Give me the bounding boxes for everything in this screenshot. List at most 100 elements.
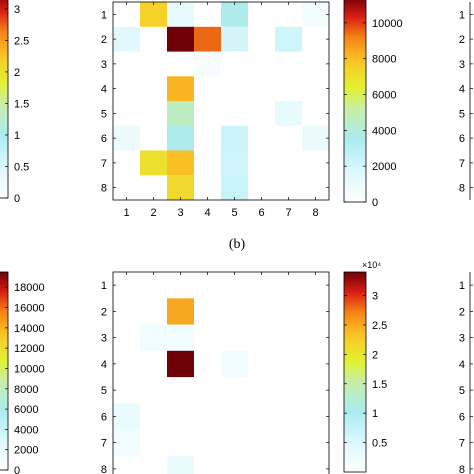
y-tick-label: 5	[101, 108, 107, 120]
colorbar-tick-label: 3	[14, 4, 20, 16]
y-tick-label: 8	[459, 464, 465, 474]
heatmap-cell	[113, 403, 140, 430]
y-tick-label: 6	[101, 411, 107, 423]
heatmap-cell	[167, 76, 194, 102]
colorbar-tick-label: 1.5	[372, 379, 387, 391]
heatmap-cell	[140, 324, 167, 351]
x-tick-label: 6	[258, 207, 264, 219]
y-tick-label: 2	[459, 306, 465, 318]
heatmap-bottom: 1 2 3 4 5 6 7 8 0.5 1 1.5 2 2.5 3 ×10⁴	[101, 260, 387, 474]
y-tick-label: 6	[459, 411, 465, 423]
y-tick-label: 8	[101, 464, 107, 474]
colorbar-gradient	[0, 271, 9, 471]
y-tick-label: 6	[101, 133, 107, 145]
colorbar-tick-label: 10000	[14, 363, 45, 375]
heatmap-cell	[275, 26, 302, 52]
colorbar-tick-label: 0.5	[372, 438, 387, 450]
colorbar-tick-label: 2.5	[372, 320, 387, 332]
right-partial-panel-bottom: 1 2 3 4 5 6 7 8	[459, 272, 473, 474]
colorbar-tick-label: 0.5	[14, 161, 29, 173]
y-tick-label: 2	[101, 306, 107, 318]
colorbar-tick-label: 2000	[372, 161, 396, 173]
y-tick-label: 4	[101, 359, 107, 371]
y-tick-label: 3	[101, 59, 107, 71]
heatmap-cell	[167, 350, 194, 378]
y-tick-label: 4	[459, 84, 465, 96]
y-tick-label: 3	[459, 59, 465, 71]
heatmap-cell	[140, 2, 167, 27]
y-tick-label: 6	[459, 133, 465, 145]
colorbar-tick-label: 1	[14, 130, 20, 142]
panel-caption-b: (b)	[229, 237, 246, 252]
heatmap-cell	[221, 150, 248, 176]
y-tick-label: 7	[101, 158, 107, 170]
colorbar-tick-label: 2	[14, 67, 20, 79]
y-tick-label: 1	[101, 280, 107, 292]
x-tick-label: 4	[204, 207, 210, 219]
heatmap-cell	[194, 51, 221, 77]
heatmap-top: 1 2 3 4 5 6 7 8 1 2 3 4 5 6 7 8 0 2000 4000 6000 8000 10000	[101, 0, 403, 219]
colorbar-tick-label: 4000	[372, 125, 396, 137]
colorbar-tick-label: 6000	[372, 90, 396, 102]
colorbar-tick-label: 1	[372, 408, 378, 420]
x-tick-label: 8	[312, 207, 318, 219]
colorbar-tick-label: 12000	[14, 343, 45, 355]
heatmap-cell	[194, 26, 221, 52]
colorbar-tick-label: 4000	[14, 424, 38, 436]
colorbar-multiplier: ×10⁴	[362, 260, 381, 270]
right-partial-panel-top: 1 2 3 4 5 6 7 8	[459, 2, 473, 200]
y-tick-label: 4	[101, 84, 107, 96]
colorbar-gradient	[343, 0, 367, 203]
heatmap-cell	[167, 455, 194, 474]
left-colorbar-top: 0 0.5 1 1.5 2 2.5 3	[0, 0, 29, 205]
y-tick-label: 7	[459, 438, 465, 450]
colorbar-tick-label: 2000	[14, 445, 38, 457]
plot-frame	[112, 1, 330, 201]
y-tick-label: 1	[101, 9, 107, 21]
heatmap-cell	[221, 350, 248, 378]
y-tick-label: 5	[459, 108, 465, 120]
x-tick-label: 2	[150, 207, 156, 219]
y-tick-label: 7	[459, 158, 465, 170]
y-tick-label: 2	[459, 34, 465, 46]
heatmap-cell	[113, 429, 140, 456]
heatmap-cell	[221, 175, 248, 201]
colorbar-tick-label: 1.5	[14, 98, 29, 110]
y-tick-label: 3	[101, 333, 107, 345]
colorbar-gradient	[0, 0, 9, 199]
colorbar-tick-label: 6000	[14, 404, 38, 416]
x-tick-label: 7	[285, 207, 291, 219]
heatmap-cell	[275, 101, 302, 126]
y-tick-label: 7	[101, 438, 107, 450]
heatmap-cell	[167, 2, 194, 27]
colorbar-tick-label: 0	[14, 193, 20, 205]
x-tick-label: 1	[123, 207, 129, 219]
heatmap-cell	[302, 2, 329, 27]
y-tick-label: 2	[101, 34, 107, 46]
x-tick-label: 5	[231, 207, 237, 219]
plot-frame	[112, 271, 330, 474]
y-tick-label: 5	[101, 385, 107, 397]
colorbar-tick-label: 3	[372, 291, 378, 303]
heatmap-cell	[167, 175, 194, 201]
y-tick-label: 8	[101, 183, 107, 195]
colorbar-tick-label: 8000	[14, 384, 38, 396]
heatmap-cell	[221, 2, 248, 27]
y-tick-label: 8	[459, 183, 465, 195]
heatmap-cell	[167, 101, 194, 126]
colorbar-tick-label: 0	[14, 465, 20, 474]
heatmap-cell	[140, 150, 167, 176]
heatmap-cell	[167, 324, 194, 351]
y-tick-label: 1	[459, 9, 465, 21]
colorbar-tick-label: 18000	[14, 282, 45, 294]
y-tick-label: 3	[459, 333, 465, 345]
heatmap-cell	[167, 125, 194, 151]
heatmap-cell	[221, 125, 248, 151]
colorbar-tick-label: 14000	[14, 323, 45, 335]
heatmap-cell	[113, 125, 140, 151]
y-tick-label: 1	[459, 280, 465, 292]
colorbar-tick-label: 0	[372, 197, 378, 209]
heatmap-cell	[167, 150, 194, 176]
heatmap-cell	[113, 26, 140, 52]
